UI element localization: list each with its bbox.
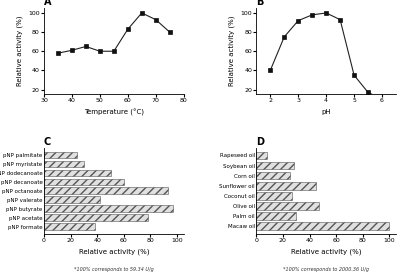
Text: B: B	[256, 0, 264, 7]
Text: D: D	[256, 137, 264, 147]
Bar	[256, 152, 267, 159]
Bar	[256, 222, 389, 230]
Text: *100% corresponds to 59.34 U/g: *100% corresponds to 59.34 U/g	[74, 267, 154, 272]
X-axis label: Relative activity (%): Relative activity (%)	[291, 249, 362, 255]
Y-axis label: Relative activity (%): Relative activity (%)	[16, 16, 23, 86]
Bar	[256, 202, 319, 210]
Bar	[256, 192, 292, 200]
X-axis label: Relative activity (%): Relative activity (%)	[78, 249, 149, 255]
Bar	[44, 205, 173, 212]
Bar	[256, 172, 290, 180]
Bar	[44, 196, 100, 203]
Bar	[44, 187, 168, 194]
Bar	[44, 169, 110, 176]
Bar	[256, 162, 294, 169]
Text: C: C	[44, 137, 51, 147]
Bar	[44, 161, 84, 167]
X-axis label: pH: pH	[321, 109, 331, 115]
Bar	[256, 212, 296, 220]
X-axis label: Temperature (°C): Temperature (°C)	[84, 109, 144, 116]
Bar	[44, 152, 77, 158]
Bar	[44, 178, 124, 185]
Text: A: A	[44, 0, 52, 7]
Y-axis label: Relative activity (%): Relative activity (%)	[228, 16, 235, 86]
Bar	[256, 182, 316, 190]
Bar	[44, 223, 94, 230]
Bar	[44, 214, 148, 221]
Text: *100% corresponds to 2000.36 U/g: *100% corresponds to 2000.36 U/g	[283, 267, 369, 272]
